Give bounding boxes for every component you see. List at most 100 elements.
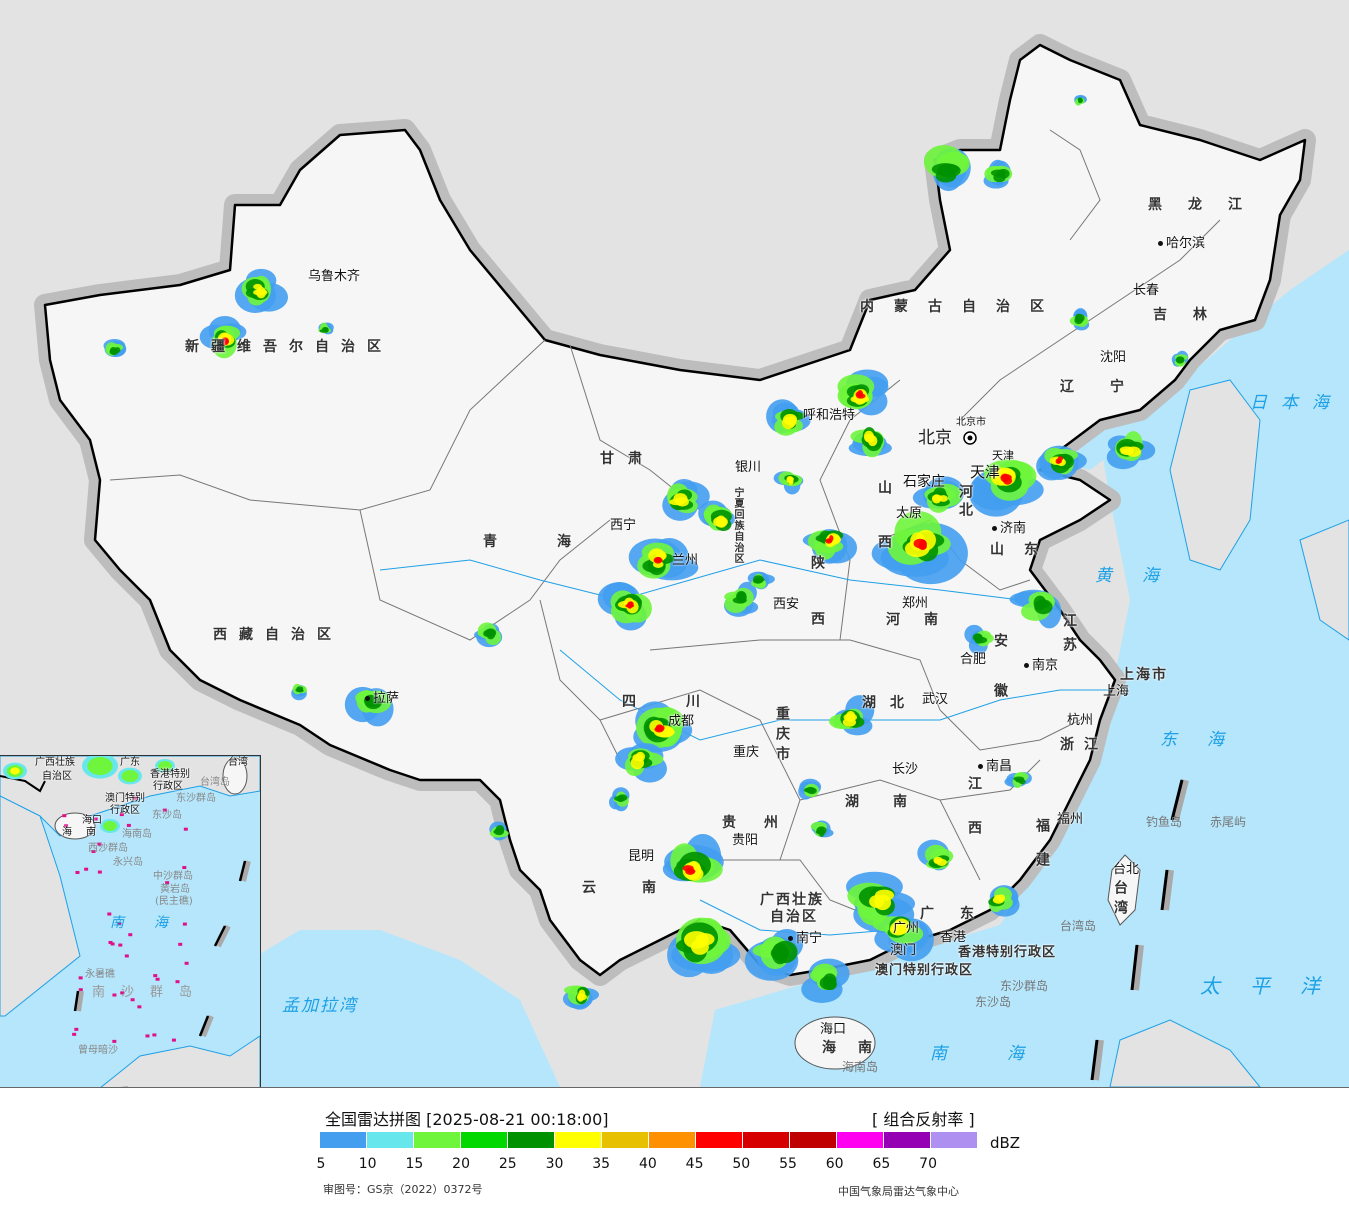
label-inset-zengmu: 曾母暗沙 xyxy=(78,1045,118,1056)
reef-marker xyxy=(108,940,113,944)
label-provinces-fujian: 福建 xyxy=(1034,818,1050,886)
label-cities-guangzhou: 广州 xyxy=(893,921,920,936)
reef-marker xyxy=(184,961,189,965)
label-seas-pacific: 太平洋 xyxy=(1200,974,1349,998)
color-swatch xyxy=(320,1132,367,1148)
label-cities-harbin: 哈尔滨 xyxy=(1158,237,1205,250)
reef-marker xyxy=(132,796,137,800)
reef-marker xyxy=(120,991,125,995)
radar-echo xyxy=(625,603,635,608)
radar-echo xyxy=(10,767,20,775)
nine-dash-line-halo xyxy=(1161,869,1174,911)
label-cities-wuhan: 武汉 xyxy=(922,692,949,707)
label-cities-shijiazhuang: 石家庄 xyxy=(903,474,945,490)
label-seas-japan-sea: 日本海 xyxy=(1250,393,1343,413)
reef-marker xyxy=(62,814,67,818)
radar-echo xyxy=(770,946,790,961)
province-boundary xyxy=(539,599,621,761)
label-provinces-guangdong: 广东 xyxy=(920,906,1000,922)
label-inset-macau: 澳门特别 xyxy=(105,793,145,804)
scale-tick: 70 xyxy=(919,1156,938,1172)
radar-echo xyxy=(736,590,747,602)
reef-marker xyxy=(118,943,123,947)
label-provinces-sichuan: 四川 xyxy=(622,694,750,710)
label-provinces-zhejiang: 浙江 xyxy=(1060,737,1108,753)
color-swatch xyxy=(602,1132,649,1148)
scale-tick: 25 xyxy=(498,1156,517,1172)
label-provinces-hubei: 湖北 xyxy=(862,695,918,711)
label-cities-nanchang: 南昌 xyxy=(978,760,1012,773)
radar-echo xyxy=(1034,599,1053,615)
reef-marker xyxy=(178,942,183,946)
label-provinces-tianjin: 天津 xyxy=(992,449,1014,462)
color-swatch xyxy=(508,1132,555,1148)
radar-echo xyxy=(695,933,715,946)
label-provinces-ningxia: 宁夏回族自治区 xyxy=(732,487,743,564)
label-islands-dongsha: 东沙岛 xyxy=(975,995,1012,1009)
label-cities-xian: 西安 xyxy=(773,597,800,612)
label-inset-taiwan-island: 台湾岛 xyxy=(200,777,230,788)
label-cities-macau: 澳门 xyxy=(890,943,917,958)
label-provinces-hunan: 湖南 xyxy=(845,794,941,810)
label-seas-bengal: 孟加拉湾 xyxy=(282,996,358,1016)
sea xyxy=(250,250,1349,1087)
nine-dash-line-halo xyxy=(1171,779,1189,821)
scale-tick: 5 xyxy=(316,1156,326,1172)
label-provinces-neimenggu: 内蒙古自治区 xyxy=(860,299,1064,315)
label-inset-hk2: 行政区 xyxy=(153,781,183,792)
label-inset-macau2: 行政区 xyxy=(110,805,140,816)
nine-dash-line-halo xyxy=(1091,1039,1104,1081)
reef-marker xyxy=(171,1038,176,1042)
province-boundary xyxy=(799,779,981,881)
scale-tick: 30 xyxy=(545,1156,564,1172)
nine-dash-line xyxy=(198,1015,210,1037)
label-inset-guangxi2: 自治区 xyxy=(42,771,72,782)
scale-tick: 40 xyxy=(638,1156,657,1172)
radar-echo xyxy=(753,578,763,584)
label-cities-xining: 西宁 xyxy=(610,518,637,533)
unit-label: dBZ xyxy=(990,1134,1021,1152)
label-cities-changsha: 长沙 xyxy=(892,762,919,777)
radar-echo xyxy=(863,430,875,443)
radar-echo xyxy=(932,494,943,501)
radar-map[interactable]: 新疆维吾尔自治区 西藏自治区 青海 甘肃 内蒙古自治区 宁夏回族自治区 黑龙江 吉林 辽宁 河北山… xyxy=(0,0,1349,1087)
label-provinces-xizang: 西藏自治区 xyxy=(213,627,343,643)
capital-icon-center xyxy=(967,435,973,441)
label-provinces-beijing-city: 北京市 xyxy=(956,417,986,428)
label-provinces-guizhou: 贵州 xyxy=(722,815,806,831)
label-inset-dongsha: 东沙岛 xyxy=(152,810,182,821)
label-inset-xisha: 西沙群岛 xyxy=(88,843,128,854)
map-symbols xyxy=(963,431,1189,1081)
radar-echo xyxy=(1056,459,1062,464)
radar-echo xyxy=(121,770,139,782)
province-boundary xyxy=(1049,129,1101,241)
radar-echo xyxy=(890,921,908,935)
radar-echo xyxy=(654,726,664,733)
radar-echo xyxy=(103,821,117,831)
label-inset-hainan-island: 海南岛 xyxy=(122,829,152,840)
label-cities-yinchuan: 银川 xyxy=(735,460,762,475)
label-inset-yongshu: 永暑礁 xyxy=(85,969,115,980)
label-seas-east-sea: 东海 xyxy=(1160,730,1254,750)
river xyxy=(379,559,1061,611)
label-provinces-taiwan: 台湾 xyxy=(1112,880,1128,920)
radar-echo xyxy=(483,630,492,637)
reef-marker xyxy=(119,813,124,817)
label-provinces-shanghai: 上海市 xyxy=(1120,667,1168,683)
radar-echo xyxy=(109,349,119,356)
radar-echo xyxy=(494,827,505,836)
scale-tick: 60 xyxy=(825,1156,844,1172)
label-islands-hainan-island: 海南岛 xyxy=(842,1060,879,1074)
label-provinces-heilongjiang: 黑龙江 xyxy=(1148,197,1268,213)
label-provinces-shanxi: 山西 xyxy=(876,480,892,588)
color-swatch xyxy=(461,1132,508,1148)
radar-echo xyxy=(1077,97,1083,102)
reef-marker xyxy=(112,993,117,997)
label-provinces-guangxi-1: 广西壮族 xyxy=(760,892,824,908)
radar-echo xyxy=(713,516,728,528)
label-cities-tianjin: 天津 xyxy=(970,463,1001,481)
reef-marker xyxy=(112,1039,117,1043)
radar-echo xyxy=(87,757,113,775)
scale-tick: 45 xyxy=(685,1156,704,1172)
map-canvas xyxy=(34,34,1349,1087)
